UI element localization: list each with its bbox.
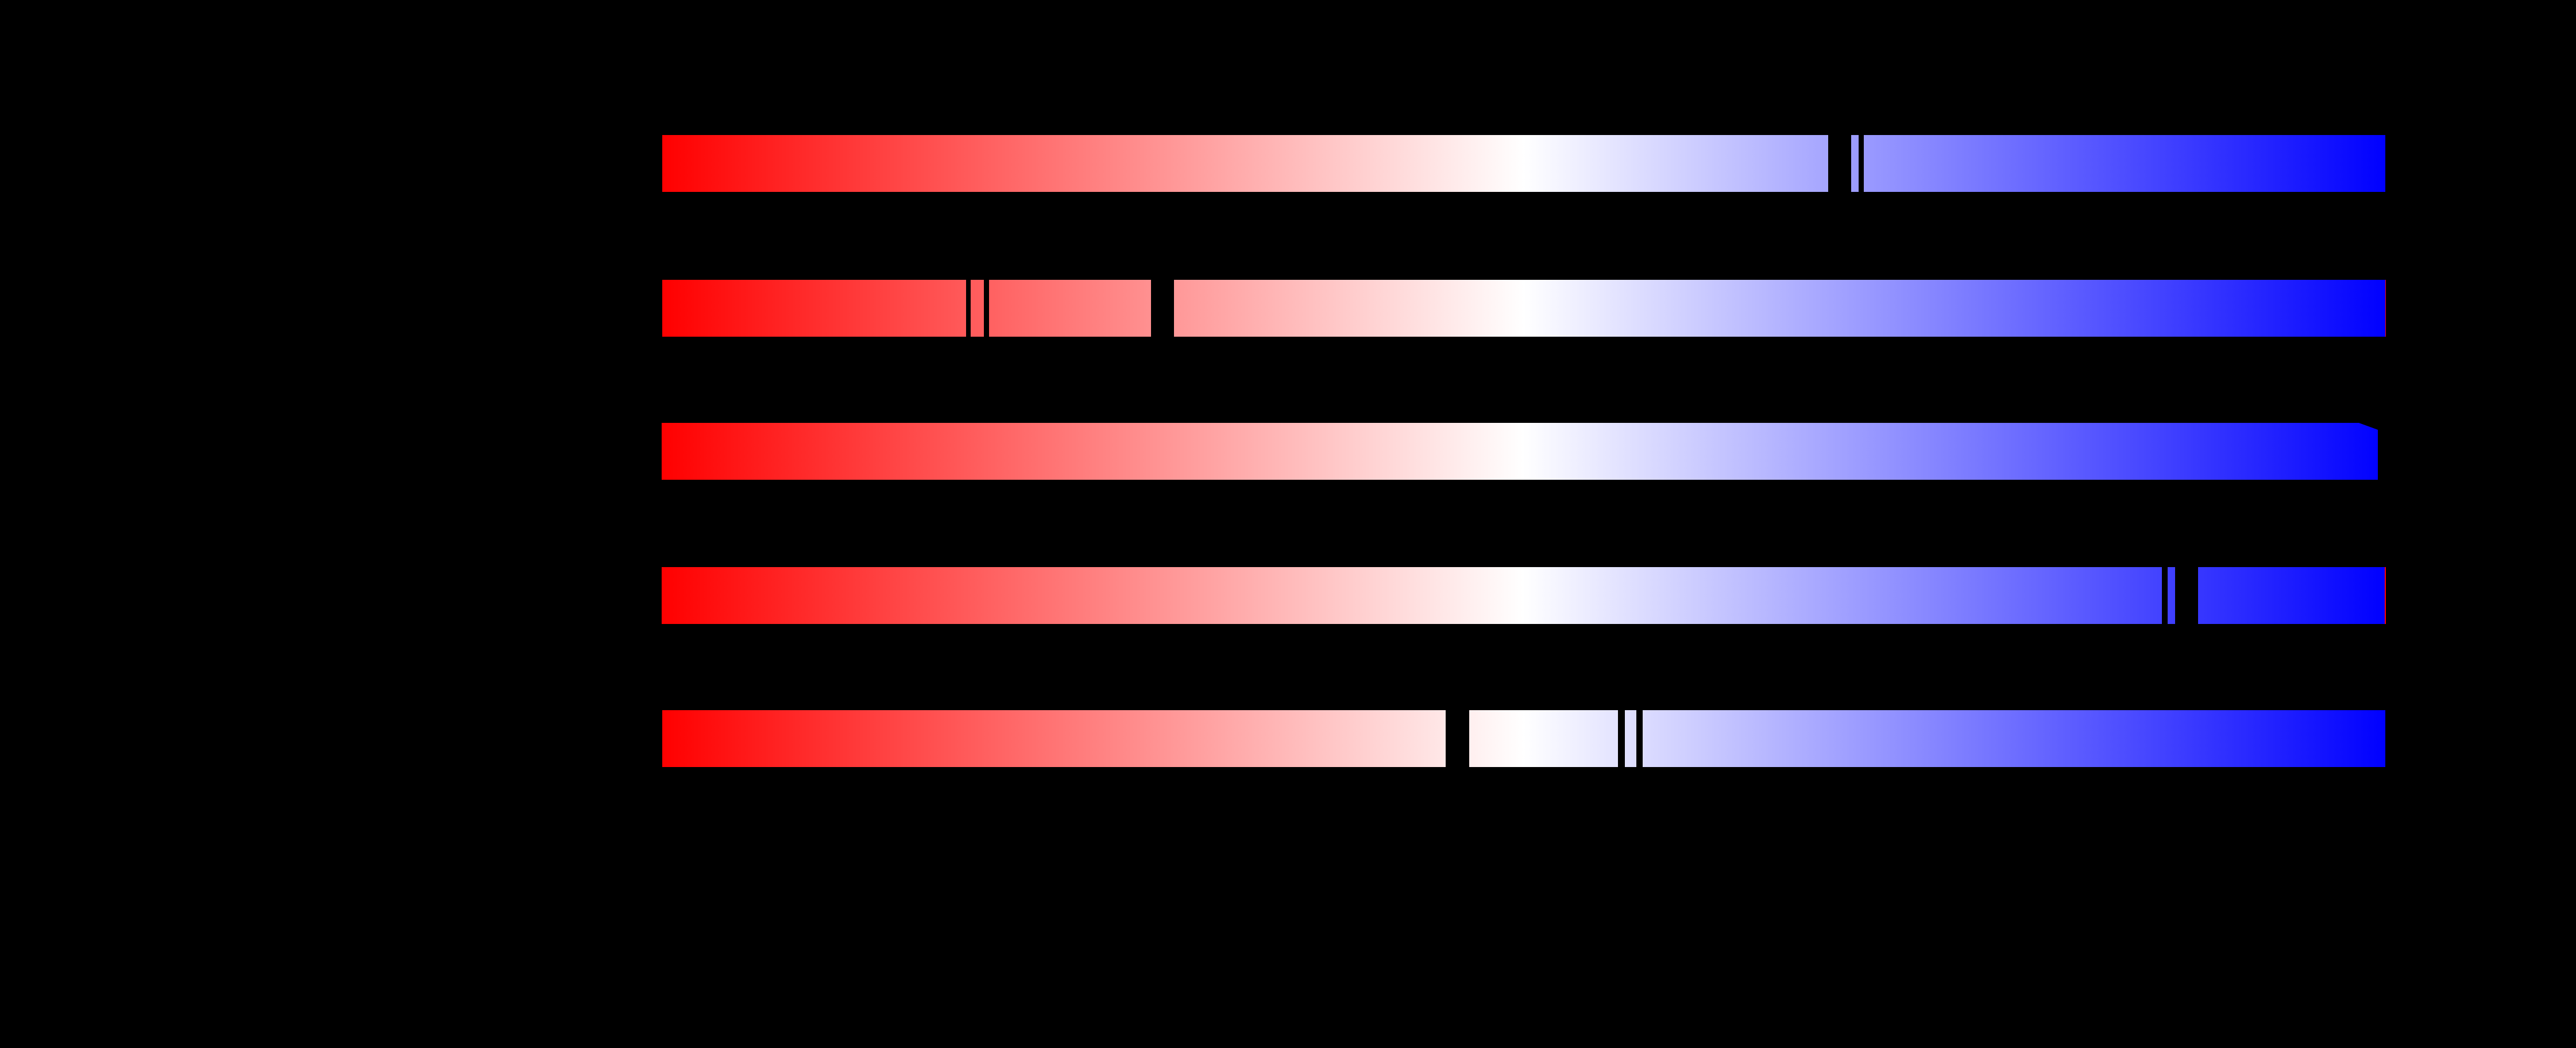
bar-marker-thin bbox=[1636, 710, 1643, 767]
gradient-bar-row-5 bbox=[662, 710, 2385, 767]
gradient-bar-row-3 bbox=[662, 423, 2378, 480]
bar-marker-thin bbox=[1618, 710, 1625, 767]
bar-marker-wide bbox=[2175, 567, 2198, 624]
bar-marker-thin bbox=[984, 280, 989, 337]
bar-marker-wide bbox=[1151, 280, 1174, 337]
gradient-bar-row-4 bbox=[662, 567, 2386, 624]
bar-marker-thin bbox=[1859, 135, 1864, 192]
gradient-bar-row-1 bbox=[662, 135, 2385, 192]
bar-marker-wide bbox=[1828, 135, 1851, 192]
bar-marker-thin bbox=[2162, 567, 2168, 624]
gradient-bar-row-2 bbox=[662, 280, 2386, 337]
bar-marker-wide bbox=[1446, 710, 1469, 767]
bar-marker-thin bbox=[966, 280, 971, 337]
